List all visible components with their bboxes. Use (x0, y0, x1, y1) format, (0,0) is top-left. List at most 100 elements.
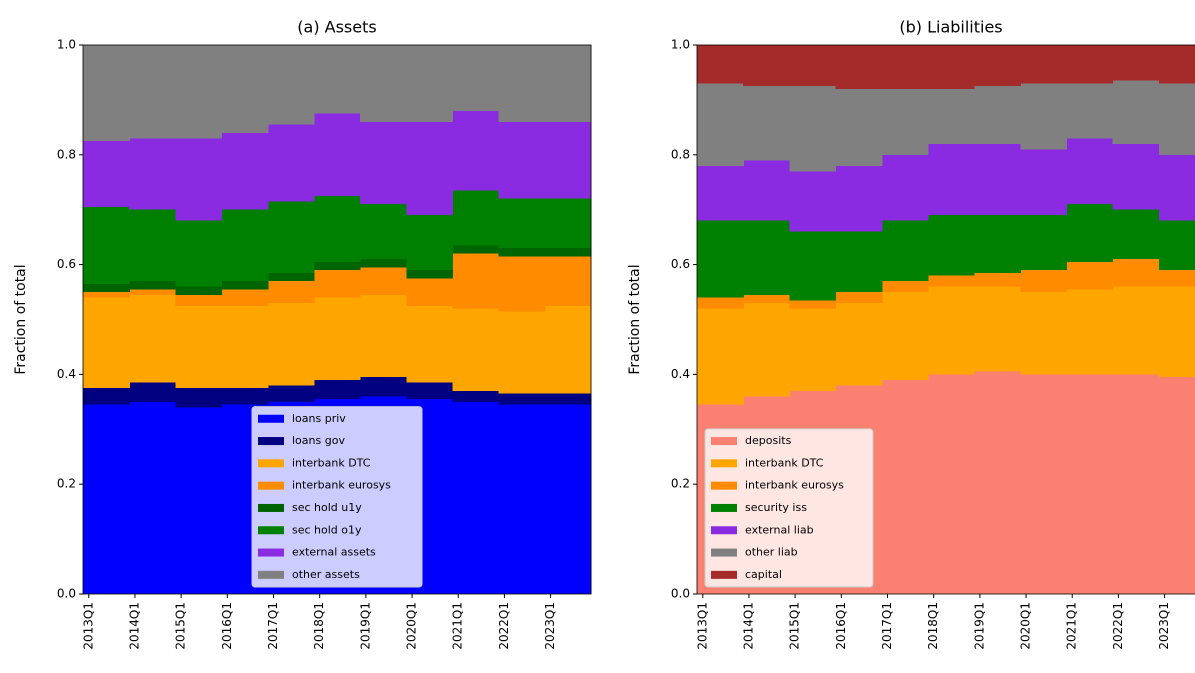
x-tick-label: 2022Q1 (1111, 602, 1125, 650)
area-segment (348, 297, 361, 380)
area-segment (175, 45, 188, 139)
area-segment (1112, 143, 1125, 210)
area-segment (152, 401, 165, 594)
area-segment (221, 404, 234, 594)
area-segment (325, 45, 338, 114)
y-axis-label: Fraction of total (627, 264, 643, 374)
area-segment (198, 286, 211, 295)
area-segment (371, 294, 384, 378)
area-segment (1112, 374, 1125, 594)
area-segment (117, 292, 130, 298)
area-segment (83, 297, 96, 389)
area-segment (1043, 215, 1056, 271)
legend-swatch (258, 459, 284, 468)
legend-label: interbank eurosys (292, 479, 391, 492)
area-segment (325, 261, 338, 271)
area-segment (847, 88, 860, 166)
area-segment (997, 45, 1010, 87)
area-segment (962, 215, 975, 276)
area-segment (847, 231, 860, 293)
area-segment (348, 379, 361, 400)
area-segment (406, 270, 419, 279)
area-segment (1089, 204, 1102, 262)
area-segment (210, 407, 223, 594)
area-segment (163, 138, 176, 210)
area-segment (1135, 374, 1148, 594)
area-segment (233, 388, 246, 405)
area-segment (743, 220, 756, 295)
area-segment (579, 305, 592, 394)
area-segment (429, 399, 442, 594)
area-segment (371, 45, 384, 122)
area-segment (521, 393, 534, 405)
area-segment (371, 267, 384, 295)
area-segment (186, 407, 200, 594)
area-segment (916, 281, 929, 293)
area-segment (1054, 374, 1068, 594)
area-segment (824, 171, 837, 232)
area-segment (567, 393, 581, 405)
area-segment (754, 86, 767, 161)
area-segment (487, 390, 500, 402)
area-segment (383, 267, 396, 295)
area-segment (1020, 83, 1033, 150)
area-segment (452, 245, 465, 254)
axes-frame (696, 44, 1195, 595)
area-segment (754, 303, 767, 397)
area-segment (244, 305, 257, 389)
area-segment (697, 308, 710, 405)
area-segment (824, 300, 837, 309)
area-segment (256, 281, 269, 290)
area-segment (1054, 270, 1068, 293)
area-segment (279, 45, 292, 125)
area-segment (521, 404, 534, 594)
area-segment (847, 45, 860, 89)
area-segment (858, 292, 871, 304)
area-segment (325, 379, 338, 400)
area-segment (708, 220, 721, 298)
area-segment (904, 292, 917, 380)
area-segment (406, 121, 419, 216)
area-segment (697, 220, 710, 298)
area-segment (337, 113, 350, 196)
area-segment (256, 132, 269, 210)
x-tick-label: 2013Q1 (81, 602, 95, 650)
area-segment (186, 286, 200, 295)
area-segment (360, 377, 373, 397)
area-segment (175, 407, 188, 594)
area-segment (1020, 374, 1033, 594)
area-segment (464, 245, 477, 254)
area-segment (244, 132, 257, 210)
area-segment (1112, 80, 1125, 144)
area-segment (221, 305, 234, 389)
area-segment (544, 305, 557, 394)
area-segment (556, 404, 569, 594)
area-segment (498, 45, 511, 122)
legend-swatch (711, 570, 737, 579)
legend-label: other assets (292, 568, 360, 581)
area-segment (881, 88, 894, 155)
area-segment (1112, 209, 1125, 260)
area-segment (256, 289, 269, 306)
y-tick-label: 0.8 (671, 147, 690, 161)
area-segment (556, 256, 569, 306)
area-segment (290, 303, 303, 386)
area-segment (267, 272, 280, 282)
x-tick-label: 2016Q1 (834, 602, 848, 650)
area-segment (487, 401, 500, 594)
area-segment (904, 281, 917, 293)
area-segment (544, 404, 557, 594)
y-tick-label: 1.0 (57, 38, 76, 52)
y-tick-label: 0.2 (671, 477, 690, 491)
area-segment (440, 270, 454, 279)
area-segment (337, 379, 350, 400)
area-segment (452, 308, 465, 391)
area-segment (186, 220, 200, 287)
area-segment (939, 143, 952, 216)
area-segment (94, 45, 107, 142)
x-tick-label: 2019Q1 (972, 602, 986, 650)
area-segment (210, 138, 223, 221)
area-segment (348, 270, 361, 298)
area-segment (417, 121, 430, 216)
area-segment (371, 377, 384, 397)
